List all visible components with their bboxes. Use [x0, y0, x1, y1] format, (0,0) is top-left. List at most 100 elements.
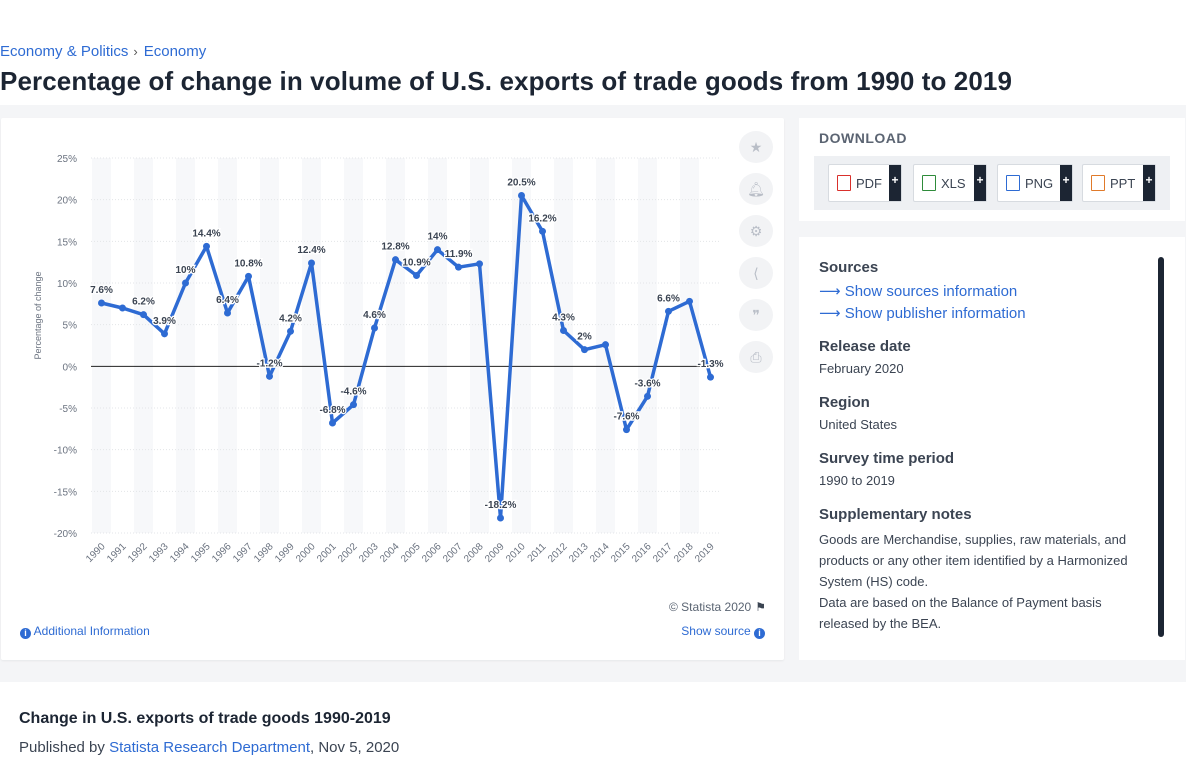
data-label: 4.6%	[363, 310, 386, 321]
y-tick-label: -5%	[59, 404, 77, 415]
show-sources-link[interactable]: ⟶ Show sources information	[819, 282, 1139, 300]
arrow-right-icon: ⟶	[819, 283, 841, 300]
data-point	[602, 341, 609, 349]
additional-information-link[interactable]: i Additional Information	[20, 624, 150, 639]
download-card: DOWNLOAD PDF + XLS + PNG + PPT +	[799, 118, 1185, 221]
x-tick-label: 1997	[231, 541, 255, 565]
quote-icon[interactable]: ❞	[739, 299, 773, 331]
data-point	[203, 242, 210, 250]
x-tick-label: 2014	[588, 541, 612, 565]
x-tick-label: 2018	[672, 541, 696, 565]
x-tick-label: 2007	[441, 541, 465, 565]
supplementary-notes-label: Supplementary notes	[819, 506, 972, 523]
data-point	[539, 227, 546, 235]
star-icon[interactable]: ★	[739, 131, 773, 163]
y-tick-label: 15%	[57, 237, 77, 248]
y-tick-label: 10%	[57, 279, 77, 290]
show-source-label: Show source	[681, 624, 751, 638]
x-tick-label: 2005	[399, 541, 423, 565]
y-tick-label: -15%	[54, 487, 77, 498]
data-label: -4.6%	[340, 387, 366, 398]
download-pdf-button[interactable]: PDF +	[828, 164, 902, 202]
data-label: 11.9%	[445, 249, 473, 260]
info-scrollbar[interactable]	[1158, 257, 1164, 637]
x-tick-label: 1995	[189, 541, 213, 565]
gear-icon[interactable]: ⚙	[739, 215, 773, 247]
info-icon: i	[20, 628, 31, 639]
column-band	[428, 158, 447, 533]
x-tick-label: 1990	[84, 541, 108, 565]
png-plus-icon[interactable]: +	[1060, 165, 1072, 201]
bell-icon[interactable]: 🔔︎	[739, 173, 773, 205]
data-point	[497, 514, 504, 522]
x-tick-label: 2004	[378, 541, 402, 565]
x-tick-label: 2003	[357, 541, 381, 565]
page-title: Percentage of change in volume of U.S. e…	[0, 66, 1013, 96]
download-xls-button[interactable]: XLS +	[913, 164, 987, 202]
survey-period-value: 1990 to 2019	[819, 473, 895, 488]
column-band	[470, 158, 489, 533]
x-tick-label: 1999	[273, 541, 297, 565]
print-icon[interactable]: ⎙	[739, 341, 773, 373]
data-point	[686, 297, 693, 305]
flag-icon[interactable]: ⚑	[755, 600, 766, 614]
download-ppt-button[interactable]: PPT +	[1082, 164, 1156, 202]
copyright: © Statista 2020 ⚑	[669, 600, 766, 614]
data-label: 4.3%	[552, 313, 575, 324]
column-band	[344, 158, 363, 533]
data-label: 7.6%	[90, 285, 113, 296]
data-point	[161, 330, 168, 338]
breadcrumb-separator: ›	[133, 44, 138, 59]
column-band	[554, 158, 573, 533]
x-tick-label: 1998	[252, 541, 276, 565]
xls-plus-icon[interactable]: +	[974, 165, 986, 201]
data-point	[287, 327, 294, 335]
x-tick-label: 2009	[483, 541, 507, 565]
column-band	[92, 158, 111, 533]
sources-label: Sources	[819, 259, 879, 276]
x-tick-label: 2015	[609, 541, 633, 565]
pdf-plus-icon[interactable]: +	[889, 165, 901, 201]
data-point	[329, 419, 336, 427]
data-label: -1.2%	[256, 358, 282, 369]
data-label: 12.4%	[297, 245, 325, 256]
release-date-value: February 2020	[819, 361, 904, 376]
ppt-plus-icon[interactable]: +	[1143, 165, 1155, 201]
publisher-link[interactable]: Statista Research Department	[109, 739, 311, 756]
y-tick-label: 25%	[57, 154, 77, 165]
copyright-text: © Statista 2020	[669, 600, 752, 614]
data-point	[182, 279, 189, 287]
download-row: PDF + XLS + PNG + PPT +	[814, 156, 1170, 210]
xls-file-icon	[922, 175, 936, 191]
data-point	[245, 272, 252, 280]
x-tick-label: 2008	[462, 541, 486, 565]
show-publisher-link[interactable]: ⟶ Show publisher information	[819, 304, 1139, 322]
data-point	[581, 346, 588, 354]
y-tick-label: -10%	[54, 446, 77, 457]
download-pdf-label: PDF	[856, 175, 882, 191]
additional-information-label: Additional Information	[33, 624, 150, 638]
data-point	[707, 373, 714, 381]
share-icon[interactable]: ⟨	[739, 257, 773, 289]
breadcrumb-economy[interactable]: Economy	[143, 43, 207, 60]
y-tick-label: 20%	[57, 196, 77, 207]
data-label: 6.4%	[216, 295, 239, 306]
bottom-title: Change in U.S. exports of trade goods 19…	[19, 710, 391, 727]
data-label: 10%	[175, 265, 195, 276]
column-band	[134, 158, 153, 533]
show-source-link[interactable]: Show source i	[681, 624, 765, 639]
data-label: 6.2%	[132, 297, 155, 308]
chart-card: 25% 20% 15% 10% 5% 0% -5% -10% -15% -20% Percentag…	[1, 118, 784, 660]
data-label: -3.6%	[634, 378, 660, 389]
data-point	[665, 307, 672, 315]
breadcrumb: Economy & Politics › Economy	[0, 43, 206, 60]
data-point	[413, 272, 420, 279]
data-label: 4.2%	[279, 313, 302, 324]
breadcrumb-economy-politics[interactable]: Economy & Politics	[0, 43, 129, 60]
download-png-button[interactable]: PNG +	[997, 164, 1073, 202]
ppt-file-icon	[1091, 175, 1105, 191]
data-label: 16.2%	[528, 213, 556, 224]
x-tick-label: 2012	[546, 541, 570, 565]
data-point	[140, 311, 147, 319]
x-tick-label: 2017	[651, 541, 675, 565]
